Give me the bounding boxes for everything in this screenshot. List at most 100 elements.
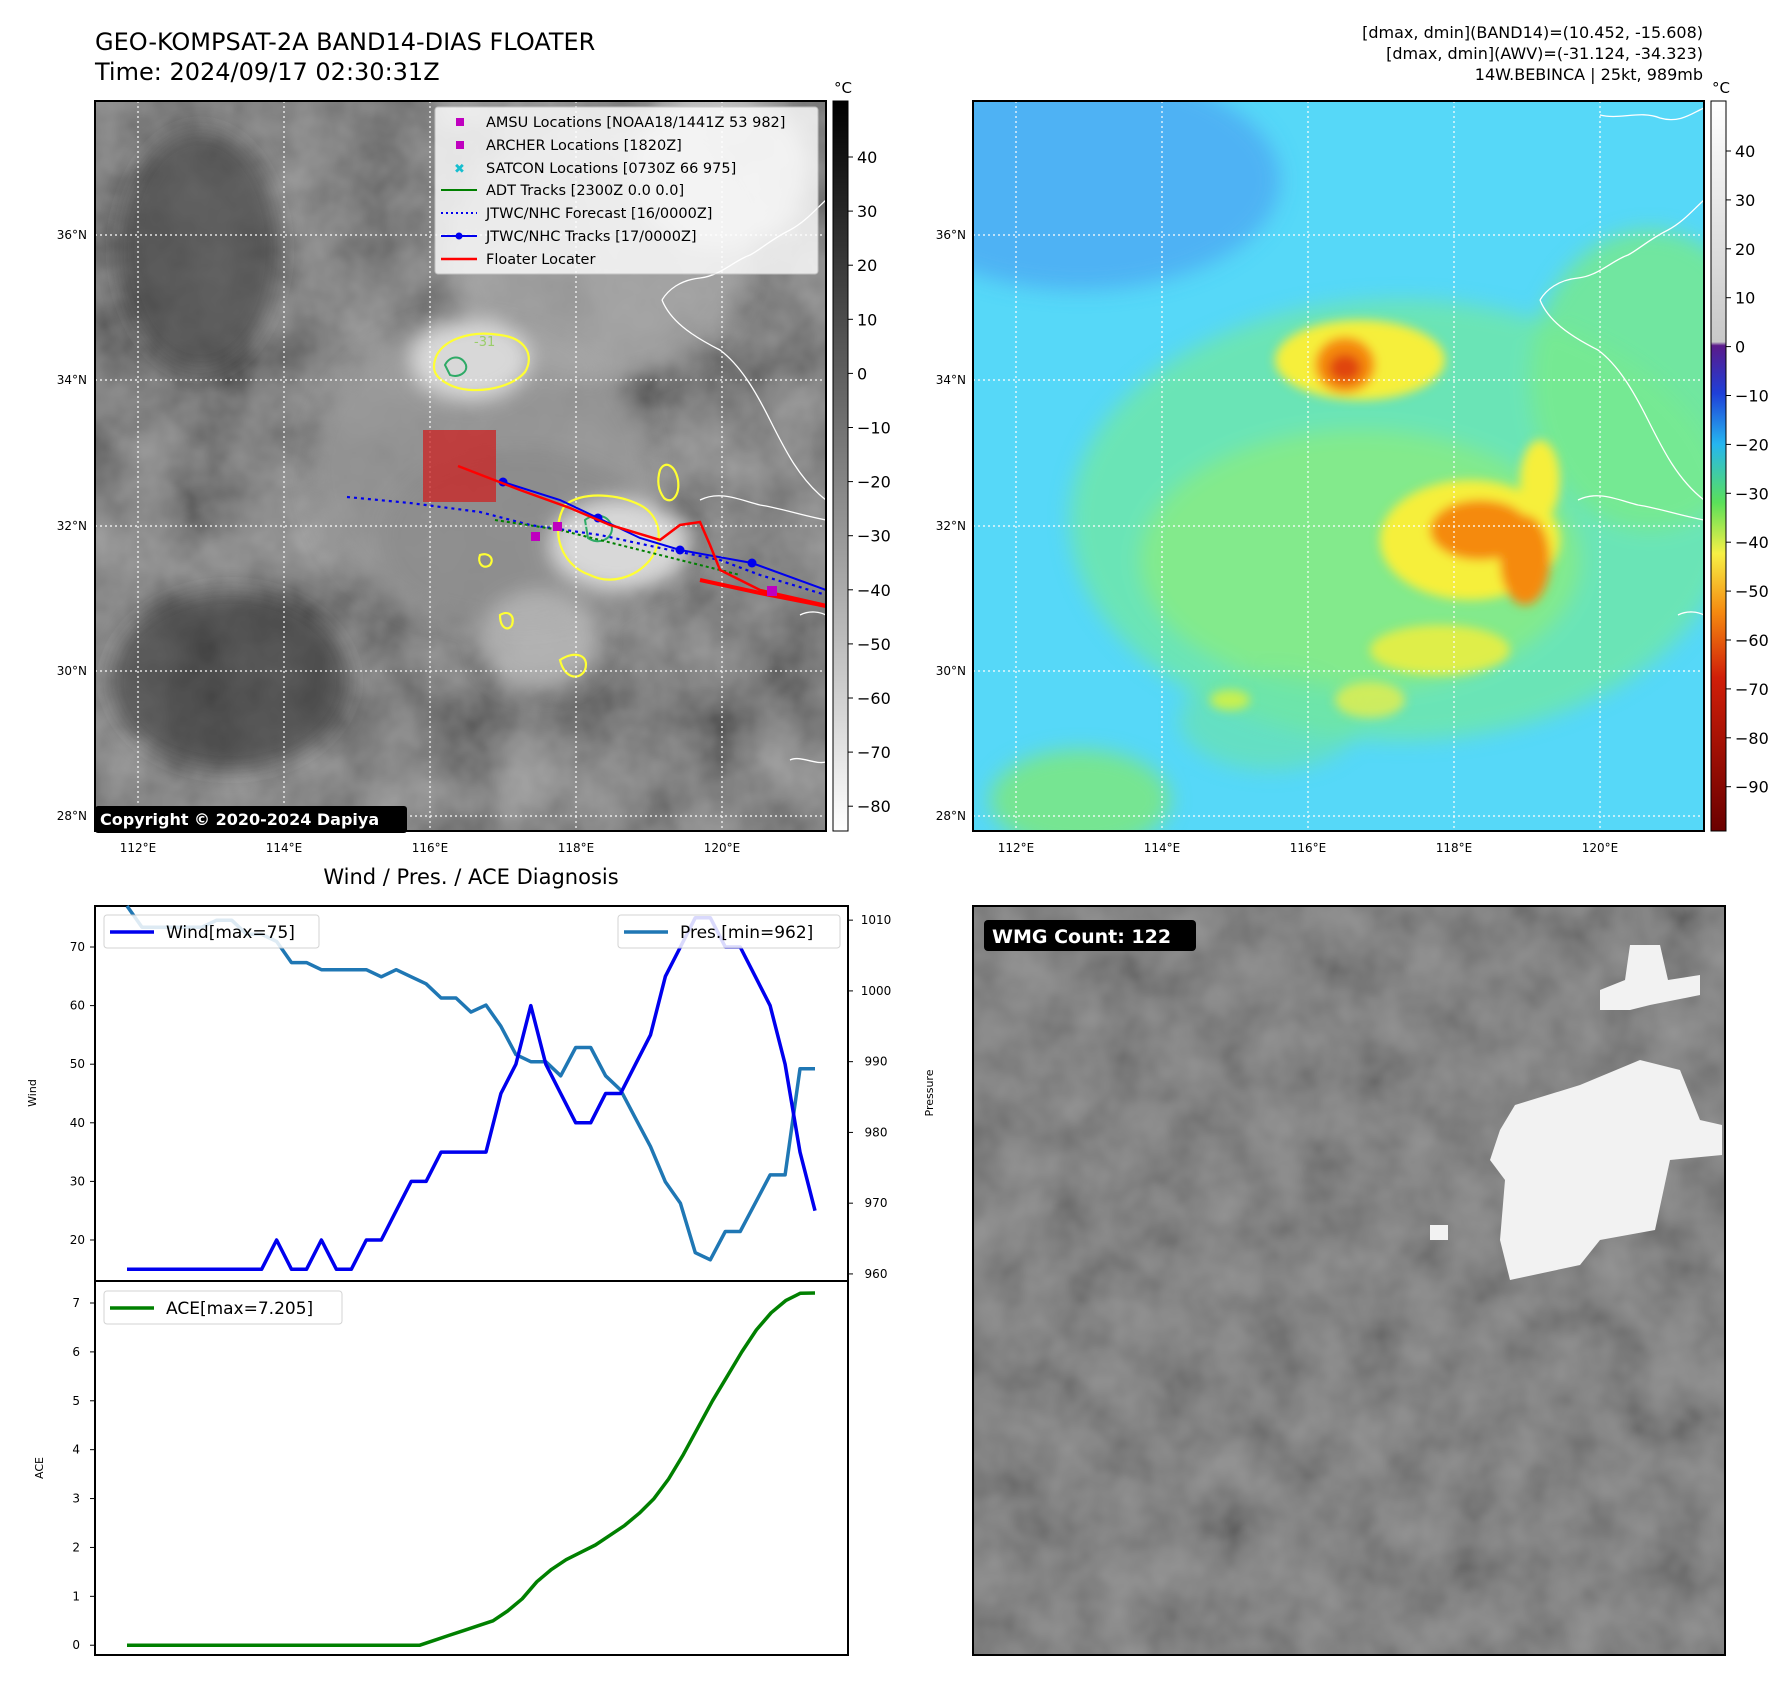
ir-lat-label-3: 30°N (57, 664, 87, 678)
legend-amsu: AMSU Locations [NOAA18/1441Z 53 982] (486, 115, 785, 131)
pressure-tick-label: 980 (865, 1125, 888, 1139)
wind-legend-label: Wind[max=75] (166, 923, 295, 943)
ir-lat-label-2: 32°N (57, 519, 87, 533)
figure-time: Time: 2024/09/17 02:30:31Z (94, 58, 440, 86)
awv-map-panel (972, 100, 1705, 832)
awv-colorbar-tick-label: −10 (1735, 387, 1769, 406)
pressure-tick-label: 1010 (861, 913, 892, 927)
awv-lon-label-1: 114°E (1144, 841, 1181, 855)
awv-colorbar-tick-label: −50 (1735, 582, 1769, 601)
awv-lon-label-2: 116°E (1290, 841, 1327, 855)
info-awv-range: [dmax, dmin](AWV)=(-31.124, -34.323) (1386, 44, 1703, 63)
ace-axis-label: ACE (33, 1457, 46, 1479)
ir-colorbar-tick-label: 20 (857, 256, 877, 275)
awv-lat-label-2: 32°N (936, 519, 966, 533)
awv-colorbar-tick-label: −80 (1735, 729, 1769, 748)
ir-colorbar-ticks: 40 30 20 10 0 −10 −20 −30 −40 −50 −60 −70 −80 (848, 148, 891, 816)
legend-tracks-dot (455, 232, 463, 240)
legend-tracks: JTWC/NHC Tracks [17/0000Z] (485, 229, 697, 245)
wmg-label: WMG Count: 122 (992, 926, 1171, 948)
legend-satcon: SATCON Locations [0730Z 66 975] (486, 161, 736, 177)
ir-lon-label-4: 120°E (704, 841, 741, 855)
ir-lat-label-4: 28°N (57, 809, 87, 823)
amsu-point (767, 586, 777, 596)
awv-lon-label-3: 118°E (1436, 841, 1473, 855)
awv-colorbar-tick-label: 0 (1735, 338, 1745, 357)
copyright-box (95, 806, 407, 833)
info-storm: 14W.BEBINCA | 25kt, 989mb (1475, 65, 1703, 84)
ace-tick-label: 0 (72, 1638, 80, 1652)
awv-colorbar-tick-label: 40 (1735, 142, 1755, 161)
ace-tick-label: 7 (72, 1296, 80, 1310)
ir-colorbar-tick-label: −20 (857, 473, 891, 492)
ir-lon-labels: 112°E 114°E 116°E 118°E 120°E (120, 841, 741, 855)
pressure-tick-label: 970 (865, 1196, 888, 1210)
pressure-tick-label: 960 (865, 1267, 888, 1281)
pressure-tick-label: 990 (865, 1055, 888, 1069)
wmg-label-box (984, 920, 1196, 951)
ir-colorbar-tick-label: −60 (857, 689, 891, 708)
ir-lon-label-3: 118°E (558, 841, 595, 855)
awv-colorbar-tick-label: −40 (1735, 533, 1769, 552)
ir-colorbar-tick-label: 30 (857, 202, 877, 221)
ir-lon-label-1: 114°E (266, 841, 303, 855)
awv-colorbar-tick-label: 20 (1735, 240, 1755, 259)
jtwc-forecast-track (346, 495, 826, 597)
ir-map-panel: -31 (94, 100, 827, 833)
ir-lon-label-2: 116°E (412, 841, 449, 855)
info-band14-range: [dmax, dmin](BAND14)=(10.452, -15.608) (1362, 23, 1703, 42)
ir-colorbar-tick-label: −10 (857, 419, 891, 438)
ir-lat-labels: 36°N 34°N 32°N 30°N 28°N (57, 228, 87, 823)
awv-colorbar-tick-label: −90 (1735, 778, 1769, 797)
pressure-tick-label: 1000 (861, 984, 892, 998)
floater-locater-track (457, 464, 826, 607)
legend-amsu-marker (456, 118, 464, 126)
archer-points (531, 522, 562, 541)
ace-legend-label: ACE[max=7.205] (166, 1299, 313, 1319)
awv-lat-label-3: 30°N (936, 664, 966, 678)
ir-colorbar-tick-label: −40 (857, 581, 891, 600)
pressure-axis-label: Pressure (923, 1069, 936, 1116)
ace-chart: 7 6 5 4 3 2 1 0 ACE ACE[max=7.205] (33, 1280, 849, 1656)
awv-colorbar-tick-label: 30 (1735, 191, 1755, 210)
ir-legend: AMSU Locations [NOAA18/1441Z 53 982] ARC… (434, 106, 819, 275)
ir-lat-label-1: 34°N (57, 373, 87, 387)
wind-axis-label: Wind (26, 1079, 39, 1107)
legend-floater: Floater Locater (486, 252, 595, 268)
ir-colorbar-tick-label: 0 (857, 364, 867, 383)
legend-forecast: JTWC/NHC Forecast [16/0000Z] (485, 206, 712, 222)
legend-adt: ADT Tracks [2300Z 0.0 0.0] (486, 183, 684, 199)
pressure-legend-label: Pres.[min=962] (680, 923, 813, 943)
legend-satcon-marker: ✖ (454, 162, 465, 177)
ace-tick-label: 4 (72, 1443, 80, 1457)
ir-colorbar-tick-label: −70 (857, 743, 891, 762)
awv-coastlines (1539, 107, 1704, 616)
ir-lon-label-0: 112°E (120, 841, 157, 855)
legend-archer-marker (456, 141, 464, 149)
ace-tick-label: 6 (72, 1345, 80, 1359)
pressure-legend: Pres.[min=962] (617, 914, 841, 949)
awv-convection (1210, 320, 1560, 718)
legend-archer: ARCHER Locations [1820Z] (486, 138, 682, 154)
awv-colorbar: °C 40 30 20 10 0 −10 −20 −30 −40 −50 −60 −70 −80 −90 (1710, 79, 1769, 832)
copyright-text: Copyright © 2020-2024 Dapiya (100, 810, 379, 829)
awv-lat-label-4: 28°N (936, 809, 966, 823)
awv-lat-label-1: 34°N (936, 373, 966, 387)
wmg-bright-region (1430, 945, 1722, 1280)
ace-legend: ACE[max=7.205] (103, 1290, 343, 1325)
awv-colorbar-tick-label: 10 (1735, 289, 1755, 308)
ir-colorbar-tick-label: −30 (857, 527, 891, 546)
diagnosis-title: Wind / Pres. / ACE Diagnosis (323, 865, 618, 889)
ir-colorbar-unit: °C (834, 79, 852, 97)
ir-colorbar-tick-label: −80 (857, 797, 891, 816)
ir-colorbar-tick-label: −50 (857, 635, 891, 654)
ir-colorbar-tick-label: 40 (857, 148, 877, 167)
awv-lon-labels: 112°E 114°E 116°E 118°E 120°E (998, 841, 1619, 855)
awv-colorbar-unit: °C (1712, 79, 1730, 97)
ir-colorbar-tick-label: 10 (857, 310, 877, 329)
awv-lon-label-4: 120°E (1582, 841, 1619, 855)
awv-lat-label-0: 36°N (936, 228, 966, 242)
wind-tick-label: 40 (70, 1116, 85, 1130)
adt-track (494, 519, 741, 576)
ir-cold-contours (432, 332, 680, 678)
